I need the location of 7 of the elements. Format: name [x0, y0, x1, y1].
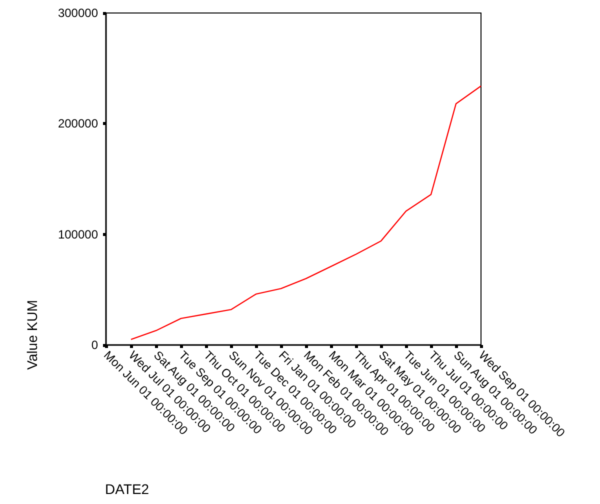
y-tick-label: 300000	[58, 6, 98, 20]
y-tick-label: 200000	[58, 116, 98, 131]
line-series	[130, 85, 482, 340]
y-tick-label: 100000	[58, 227, 98, 242]
y-axis-title: Value KUM	[24, 300, 40, 370]
x-axis-title: DATE2	[105, 481, 150, 497]
y-tick-label: 0	[91, 338, 98, 352]
